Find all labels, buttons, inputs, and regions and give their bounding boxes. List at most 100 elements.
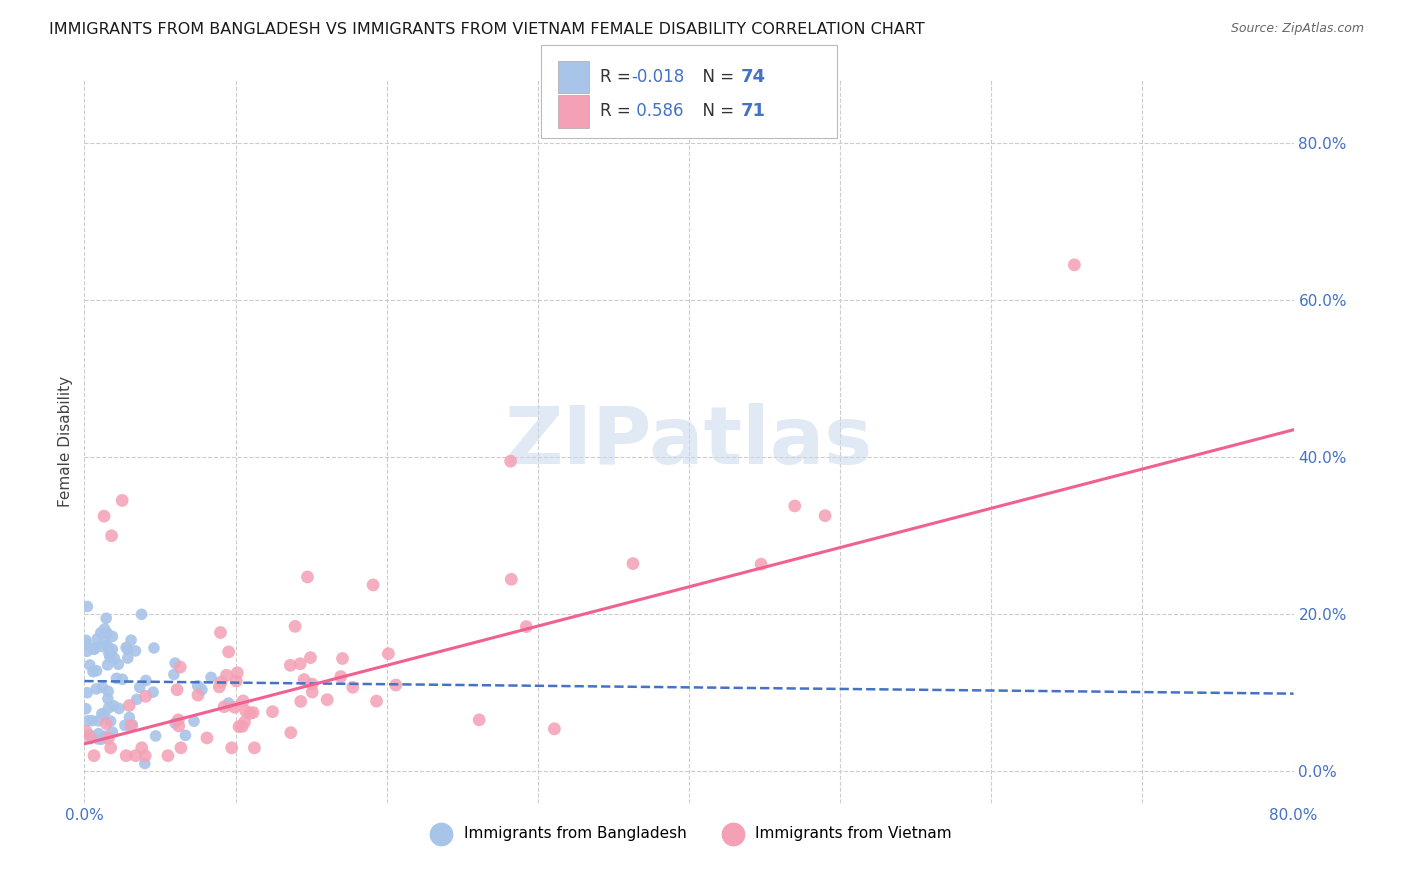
Point <box>163 716 186 731</box>
Text: -0.018: -0.018 <box>631 68 685 86</box>
Point <box>77 714 100 728</box>
Point <box>105 671 128 685</box>
Point <box>75 724 97 739</box>
Point <box>80 714 103 728</box>
Point <box>97 731 120 746</box>
Point <box>101 642 124 657</box>
Point <box>142 685 165 699</box>
Point <box>83 642 105 657</box>
Point <box>103 651 125 665</box>
Point <box>101 725 124 739</box>
Point <box>97 684 120 698</box>
Point <box>262 705 284 719</box>
Point <box>183 714 205 729</box>
Text: 74: 74 <box>741 68 766 86</box>
Point <box>195 731 218 745</box>
Text: Source: ZipAtlas.com: Source: ZipAtlas.com <box>1230 22 1364 36</box>
Point <box>243 740 266 755</box>
Y-axis label: Female Disability: Female Disability <box>58 376 73 508</box>
Text: N =: N = <box>692 68 740 86</box>
Point <box>86 632 108 646</box>
Point <box>117 651 139 665</box>
Point <box>100 529 122 543</box>
Point <box>142 640 165 655</box>
Point <box>468 713 491 727</box>
Point <box>280 725 302 739</box>
Point <box>115 640 138 655</box>
Point <box>239 706 262 721</box>
Point <box>93 707 115 722</box>
Point <box>218 696 240 710</box>
Point <box>97 701 120 715</box>
Point <box>225 673 247 688</box>
Point <box>135 690 157 704</box>
Point <box>87 714 110 728</box>
Point <box>242 706 264 720</box>
Point <box>79 728 101 742</box>
Point <box>200 670 222 684</box>
Point <box>218 645 240 659</box>
Point <box>75 633 97 648</box>
Point <box>231 719 253 733</box>
Point <box>125 692 148 706</box>
Text: ZIPatlas: ZIPatlas <box>505 402 873 481</box>
Point <box>86 664 108 678</box>
Point <box>93 622 115 636</box>
Point <box>235 704 257 718</box>
Point <box>167 719 190 733</box>
Point <box>97 646 120 660</box>
Point <box>76 644 98 658</box>
Point <box>96 716 118 731</box>
Point <box>118 710 141 724</box>
Point <box>284 619 307 633</box>
Point <box>93 509 115 524</box>
Point <box>79 731 101 745</box>
Text: 71: 71 <box>741 103 766 120</box>
Point <box>209 675 232 690</box>
Point <box>117 642 139 657</box>
Point <box>169 660 191 674</box>
Point <box>90 625 112 640</box>
Point <box>76 686 98 700</box>
Legend: Immigrants from Bangladesh, Immigrants from Vietnam: Immigrants from Bangladesh, Immigrants f… <box>419 820 959 847</box>
Point <box>342 681 364 695</box>
Point <box>301 685 323 699</box>
Point <box>215 668 238 682</box>
Point <box>187 688 209 702</box>
Point <box>156 748 179 763</box>
Point <box>134 756 156 771</box>
Point <box>98 650 121 665</box>
Point <box>212 699 235 714</box>
Point <box>118 698 141 713</box>
Point <box>96 626 118 640</box>
Point <box>332 651 354 665</box>
Point <box>120 633 142 648</box>
Point <box>131 740 153 755</box>
Point <box>361 578 384 592</box>
Point <box>515 619 537 633</box>
Point <box>82 641 104 656</box>
Point <box>83 748 105 763</box>
Point <box>115 748 138 763</box>
Point <box>167 713 190 727</box>
Point <box>94 635 117 649</box>
Point <box>187 679 209 693</box>
Point <box>101 629 124 643</box>
Point <box>226 665 249 680</box>
Point <box>114 718 136 732</box>
Text: R =: R = <box>600 68 637 86</box>
Point <box>131 607 153 622</box>
Point <box>377 647 399 661</box>
Point <box>233 714 256 729</box>
Point <box>366 694 388 708</box>
Text: N =: N = <box>692 103 740 120</box>
Point <box>191 682 214 697</box>
Point <box>290 694 312 708</box>
Point <box>100 714 122 728</box>
Point <box>297 570 319 584</box>
Point <box>163 667 186 681</box>
Point <box>501 572 523 586</box>
Point <box>209 625 232 640</box>
Point <box>170 740 193 755</box>
Point <box>103 698 125 713</box>
